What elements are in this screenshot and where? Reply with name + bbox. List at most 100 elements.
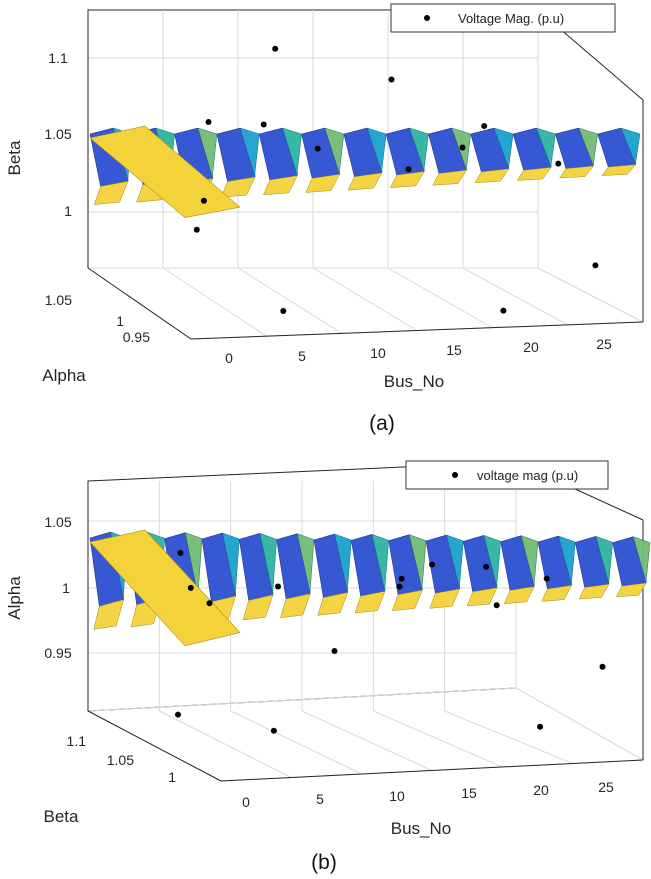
data-point (260, 121, 267, 128)
gridline (230, 710, 362, 775)
surface-facet (535, 127, 556, 168)
chart-b-ytick: 1.1 (67, 733, 87, 749)
chart-a-xtick: 10 (370, 345, 386, 361)
chart-b-ylabel: Beta (44, 807, 80, 826)
data-point (555, 160, 562, 167)
surface-facet (93, 180, 129, 205)
gridline (387, 267, 493, 329)
gridline (462, 267, 568, 326)
chart-b-caption: (b) (311, 851, 337, 874)
chart-b-zlabel: Alpha (5, 576, 24, 620)
chart-a-ytick: 1.05 (45, 292, 72, 308)
gridline (159, 710, 292, 778)
chart-a-caption: (a) (369, 412, 395, 435)
chart-a-xticks: 0 5 10 15 20 25 (225, 336, 612, 366)
data-point (272, 45, 279, 52)
surface-facet (632, 536, 651, 584)
surface-facet (432, 169, 468, 186)
data-point (280, 308, 287, 314)
surface-facet (620, 127, 641, 165)
chart-b-gridlines (88, 481, 573, 778)
data-point (459, 144, 466, 151)
chart-a-legend-marker (424, 15, 430, 21)
surface-facet (282, 127, 302, 176)
gridline (444, 710, 573, 764)
surface-facet (493, 127, 514, 169)
surface-facet (371, 533, 389, 592)
chart-a-ztick: 1.05 (44, 126, 71, 142)
chart-b-legend: voltage mag (p.u) (405, 460, 609, 490)
chart-b-xtick: 10 (389, 788, 405, 804)
data-point (396, 583, 403, 590)
data-point (500, 307, 507, 314)
chart-b: 1.05 1 0.95 1.1 1.05 1 0 5 10 15 20 25 A… (5, 460, 651, 874)
data-point (175, 711, 181, 718)
data-point (429, 561, 435, 568)
data-point (193, 226, 200, 233)
chart-b-legend-label: voltage mag (p.u) (477, 468, 578, 483)
chart-b-surface (89, 529, 651, 647)
surface-facet (242, 594, 274, 621)
surface-facet (559, 165, 595, 179)
surface-facet (474, 168, 510, 184)
data-point (483, 563, 490, 570)
surface-facet (466, 587, 498, 607)
chart-a: 1.1 1.05 1 1.05 1 0.95 0 5 10 15 20 25 B… (5, 3, 645, 435)
chart-b-legend-marker (452, 472, 458, 478)
data-point (398, 575, 405, 582)
surface-facet (280, 593, 311, 618)
chart-a-legend-label: Voltage Mag. (p.u) (458, 11, 564, 26)
data-point (592, 262, 599, 269)
chart-a-zlabel: Beta (5, 140, 24, 176)
surface-facet (197, 127, 218, 179)
chart-b-xtick: 5 (316, 791, 324, 807)
surface-facet (408, 534, 427, 591)
data-point (543, 575, 550, 582)
surface-facet (615, 582, 647, 598)
data-point (275, 583, 281, 590)
surface-facet (334, 533, 352, 593)
gridline (301, 710, 433, 771)
gridline (237, 267, 342, 334)
chart-a-ytick: 0.95 (123, 329, 150, 345)
surface-facet (93, 599, 124, 630)
chart-a-surface (89, 125, 641, 218)
data-point (599, 663, 606, 670)
chart-a-xtick: 20 (523, 339, 539, 355)
surface-facet (89, 125, 241, 218)
data-point (206, 600, 213, 607)
surface-facet (578, 583, 610, 600)
chart-a-xtick: 25 (596, 336, 612, 352)
chart-a-legend: Voltage Mag. (p.u) (390, 3, 616, 33)
surface-facet (354, 590, 386, 614)
data-point (388, 76, 395, 83)
surface-facet (220, 176, 256, 198)
chart-a-ytick: 1 (116, 313, 124, 329)
surface-facet (483, 534, 501, 588)
data-point (537, 723, 544, 730)
surface-facet (429, 588, 461, 609)
chart-a-xtick: 15 (446, 342, 462, 358)
surface-facet (392, 589, 423, 611)
surface-facet (516, 167, 552, 181)
surface-facet (595, 535, 613, 585)
surface-facet (578, 127, 598, 167)
chart-b-xtick: 0 (242, 794, 250, 810)
surface-facet (504, 586, 535, 604)
surface-facet (296, 533, 315, 594)
surface-facet (259, 532, 277, 595)
chart-b-ztick: 1 (62, 580, 70, 596)
gridline (162, 267, 267, 337)
surface-facet (324, 127, 345, 175)
chart-b-xticks: 0 5 10 15 20 25 (242, 779, 614, 810)
chart-a-xtick: 5 (298, 348, 306, 364)
chart-a-xlabel: Bus_No (384, 372, 444, 391)
gridline (312, 267, 418, 331)
surface-facet (558, 535, 576, 586)
surface-facet (409, 127, 429, 172)
surface-facet (239, 127, 260, 178)
chart-b-xtick: 25 (598, 779, 614, 795)
surface-facet (347, 172, 383, 191)
data-point (177, 550, 184, 556)
